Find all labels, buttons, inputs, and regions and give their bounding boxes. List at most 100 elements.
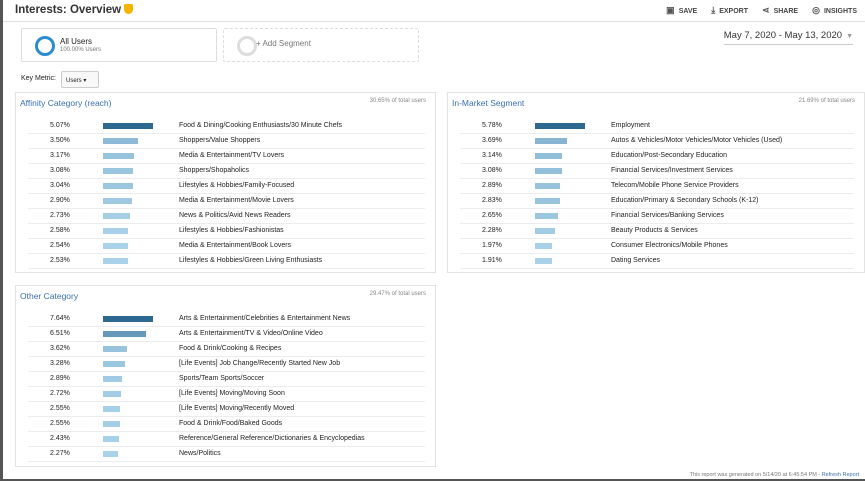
table-row[interactable]: 2.73% News & Politics/Avid News Readers xyxy=(28,209,425,224)
insights-icon: ◎ xyxy=(812,5,820,15)
row-bar xyxy=(535,213,558,219)
row-percent: 2.72% xyxy=(50,390,70,397)
row-label: Beauty Products & Services xyxy=(611,227,698,234)
row-label: Autos & Vehicles/Motor Vehicles/Motor Ve… xyxy=(611,137,783,144)
row-bar xyxy=(535,138,567,144)
table-row[interactable]: 2.65% Financial Services/Banking Services xyxy=(460,209,854,224)
row-label: Shoppers/Value Shoppers xyxy=(179,137,261,144)
row-bar xyxy=(103,123,153,129)
table-row[interactable]: 3.28% [Life Events] Job Change/Recently S… xyxy=(28,357,425,372)
table-row[interactable]: 2.27% News/Politics xyxy=(28,447,425,462)
table-row[interactable]: 2.53% Lifestyles & Hobbies/Green Living E… xyxy=(28,254,425,269)
key-metric-select[interactable]: Users ▾ xyxy=(61,71,99,88)
add-segment-button[interactable]: + Add Segment xyxy=(223,28,419,62)
save-icon: ▣ xyxy=(666,5,675,15)
row-bar xyxy=(103,243,128,249)
panel-in-market-segment: In-Market Segment 21.69% of total users 5.… xyxy=(447,92,865,273)
row-percent: 3.08% xyxy=(482,167,502,174)
row-bar xyxy=(103,138,138,144)
export-button[interactable]: ⤓ EXPORT xyxy=(711,5,749,15)
row-bar xyxy=(535,198,560,204)
table-row[interactable]: 2.54% Media & Entertainment/Book Lovers xyxy=(28,239,425,254)
toolbar: ▣ SAVE ⤓ EXPORT ⋖ SHARE ◎ INSIGHTS xyxy=(666,5,857,16)
empty-ring-icon xyxy=(237,36,257,56)
table-row[interactable]: 5.78% Employment xyxy=(460,119,854,134)
row-bar xyxy=(535,168,562,174)
panel-title[interactable]: In-Market Segment xyxy=(452,98,525,108)
table-row[interactable]: 2.83% Education/Primary & Secondary Schoo… xyxy=(460,194,854,209)
table-row[interactable]: 6.51% Arts & Entertainment/TV & Video/Onl… xyxy=(28,327,425,342)
row-percent: 2.28% xyxy=(482,227,502,234)
table-row[interactable]: 2.58% Lifestyles & Hobbies/Fashionistas xyxy=(28,224,425,239)
row-label: Arts & Entertainment/TV & Video/Online V… xyxy=(179,330,323,337)
table-row[interactable]: 2.55% [Life Events] Moving/Recently Moved xyxy=(28,402,425,417)
dropdown-arrow-icon: ▼ xyxy=(846,33,853,40)
row-label: Food & Dining/Cooking Enthusiasts/30 Min… xyxy=(179,122,343,129)
row-percent: 2.89% xyxy=(482,182,502,189)
table-row[interactable]: 3.17% Media & Entertainment/TV Lovers xyxy=(28,149,425,164)
row-label: Media & Entertainment/Movie Lovers xyxy=(179,197,294,204)
row-percent: 3.08% xyxy=(50,167,70,174)
table-row[interactable]: 5.07% Food & Dining/Cooking Enthusiasts/3… xyxy=(28,119,425,134)
table-row[interactable]: 3.08% Shoppers/Shopaholics xyxy=(28,164,425,179)
row-percent: 2.90% xyxy=(50,197,70,204)
row-percent: 2.58% xyxy=(50,227,70,234)
table-row[interactable]: 3.69% Autos & Vehicles/Motor Vehicles/Mot… xyxy=(460,134,854,149)
table-row[interactable]: 2.89% Sports/Team Sports/Soccer xyxy=(28,372,425,387)
dropdown-arrow-icon: ▾ xyxy=(83,78,87,84)
row-label: Food & Drink/Cooking & Recipes xyxy=(179,345,282,352)
row-bar xyxy=(103,213,130,219)
panel-title[interactable]: Affinity Category (reach) xyxy=(20,98,112,108)
panel-title[interactable]: Other Category xyxy=(20,291,79,301)
table-row[interactable]: 2.89% Telecom/Mobile Phone Service Provid… xyxy=(460,179,854,194)
table-row[interactable]: 3.08% Financial Services/Investment Servi… xyxy=(460,164,854,179)
refresh-report-link[interactable]: Refresh Report xyxy=(821,472,859,478)
table-row[interactable]: 3.50% Shoppers/Value Shoppers xyxy=(28,134,425,149)
row-bar xyxy=(103,406,120,412)
table-row[interactable]: 1.91% Dating Services xyxy=(460,254,854,269)
table-row[interactable]: 2.72% [Life Events] Moving/Moving Soon xyxy=(28,387,425,402)
table-row[interactable]: 3.04% Lifestyles & Hobbies/Family-Focused xyxy=(28,179,425,194)
insights-button[interactable]: ◎ INSIGHTS xyxy=(812,5,857,15)
save-button[interactable]: ▣ SAVE xyxy=(666,5,698,15)
segment-all-users[interactable]: All Users 100.00% Users xyxy=(21,28,217,62)
table-row[interactable]: 7.64% Arts & Entertainment/Celebrities & … xyxy=(28,312,425,327)
row-percent: 3.69% xyxy=(482,137,502,144)
row-label: Lifestyles & Hobbies/Fashionistas xyxy=(179,227,284,234)
row-percent: 2.54% xyxy=(50,242,70,249)
row-bar xyxy=(103,168,134,174)
add-segment-label: + Add Segment xyxy=(256,39,311,48)
row-percent: 2.73% xyxy=(50,212,70,219)
row-bar xyxy=(103,228,129,234)
row-label: Dating Services xyxy=(611,257,661,264)
table-row[interactable]: 3.62% Food & Drink/Cooking & Recipes xyxy=(28,342,425,357)
row-bar xyxy=(535,228,555,234)
table-row[interactable]: 2.28% Beauty Products & Services xyxy=(460,224,854,239)
key-metric-label: Key Metric: xyxy=(21,75,57,82)
report-footer: This report was generated on 5/14/20 at … xyxy=(689,472,859,478)
table-row[interactable]: 3.14% Education/Post-Secondary Education xyxy=(460,149,854,164)
row-percent: 7.64% xyxy=(50,315,70,322)
table-row[interactable]: 2.43% Reference/General Reference/Diction… xyxy=(28,432,425,447)
row-percent: 2.55% xyxy=(50,420,70,427)
row-label: News & Politics/Avid News Readers xyxy=(179,212,291,219)
row-percent: 1.97% xyxy=(482,242,502,249)
row-bar xyxy=(535,153,563,159)
row-bar xyxy=(103,258,128,264)
share-icon: ⋖ xyxy=(762,5,770,15)
row-percent: 2.65% xyxy=(482,212,502,219)
date-range-picker[interactable]: May 7, 2020 - May 13, 2020 ▼ xyxy=(723,30,853,45)
share-button[interactable]: ⋖ SHARE xyxy=(762,5,799,15)
row-label: Arts & Entertainment/Celebrities & Enter… xyxy=(179,315,351,322)
row-percent: 3.14% xyxy=(482,152,502,159)
table-row[interactable]: 1.97% Consumer Electronics/Mobile Phones xyxy=(460,239,854,254)
row-bar xyxy=(103,376,122,382)
row-percent: 2.55% xyxy=(50,405,70,412)
table-row[interactable]: 2.55% Food & Drink/Food/Baked Goods xyxy=(28,417,425,432)
row-percent: 3.04% xyxy=(50,182,70,189)
row-percent: 2.89% xyxy=(50,375,70,382)
row-percent: 2.43% xyxy=(50,435,70,442)
row-label: News/Politics xyxy=(179,450,221,457)
row-label: Education/Post-Secondary Education xyxy=(611,152,727,159)
table-row[interactable]: 2.90% Media & Entertainment/Movie Lovers xyxy=(28,194,425,209)
